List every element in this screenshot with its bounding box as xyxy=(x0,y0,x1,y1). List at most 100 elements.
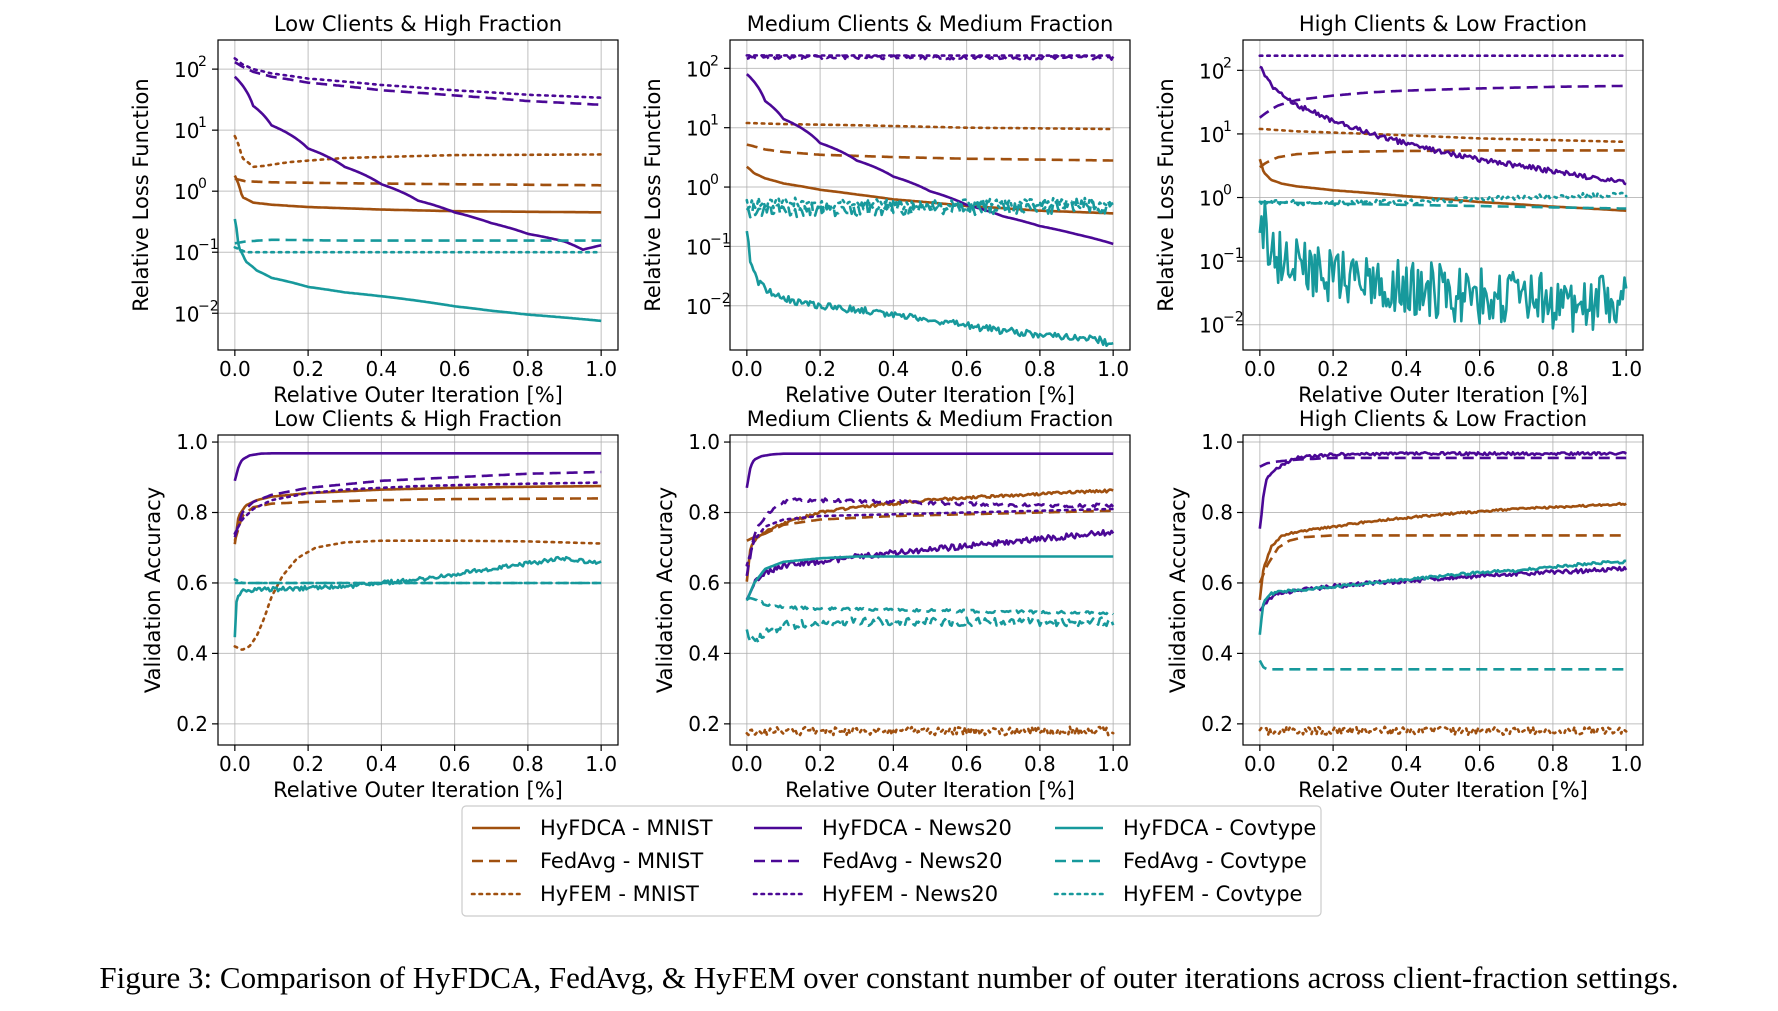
series-line xyxy=(233,218,602,323)
series-line xyxy=(233,484,602,545)
x-tick-label: 0.8 xyxy=(1024,357,1056,381)
y-tick-label: 10−1 xyxy=(174,237,219,265)
x-tick-label: 0.8 xyxy=(1024,752,1056,776)
axes-frame xyxy=(729,434,1131,746)
y-tick-label: 10−1 xyxy=(1199,246,1244,274)
y-tick-exponent: −1 xyxy=(710,231,731,247)
y-tick-base: 10 xyxy=(686,57,711,81)
y-tick-base: 10 xyxy=(686,295,711,319)
axes-frame xyxy=(1242,434,1644,746)
series-line xyxy=(233,578,603,585)
y-tick-exponent: −2 xyxy=(1223,310,1244,326)
x-tick-label: 0.2 xyxy=(1317,357,1349,381)
series-line xyxy=(745,452,1114,489)
series-line xyxy=(745,121,1115,131)
y-tick-label: 100 xyxy=(1199,183,1232,211)
series-line xyxy=(745,529,1115,601)
x-tick-label: 1.0 xyxy=(1610,357,1642,381)
legend-entry: HyFDCA - MNIST xyxy=(472,816,713,840)
x-tick-label: 0.8 xyxy=(1537,752,1569,776)
series-line xyxy=(234,177,602,187)
series-line xyxy=(234,238,602,245)
y-tick-label: 0.8 xyxy=(1201,501,1233,525)
series-line xyxy=(233,452,602,482)
legend-label: HyFDCA - News20 xyxy=(822,816,1012,840)
y-tick-base: 10 xyxy=(1199,250,1224,274)
x-tick-label: 0.8 xyxy=(512,752,544,776)
x-tick-label: 0.0 xyxy=(219,357,251,381)
x-tick-label: 0.4 xyxy=(877,357,909,381)
x-axis-label: Relative Outer Iteration [%] xyxy=(785,383,1075,407)
y-tick-exponent: 0 xyxy=(198,176,207,192)
legend-entry: FedAvg - Covtype xyxy=(1055,849,1307,873)
y-tick-label: 100 xyxy=(686,172,719,200)
series-line xyxy=(746,143,1114,162)
x-tick-label: 0.0 xyxy=(219,752,251,776)
y-tick-label: 0.4 xyxy=(176,641,208,665)
y-tick-label: 10−2 xyxy=(174,298,219,326)
y-tick-exponent: −1 xyxy=(1223,246,1244,262)
y-tick-label: 0.2 xyxy=(176,712,208,736)
x-tick-label: 0.8 xyxy=(1537,357,1569,381)
series-line xyxy=(1258,191,1628,207)
y-tick-label: 0.8 xyxy=(176,501,208,525)
legend-label: HyFDCA - MNIST xyxy=(540,816,713,840)
series-line xyxy=(233,75,602,251)
legend-entry: FedAvg - News20 xyxy=(754,849,1002,873)
x-tick-label: 0.2 xyxy=(804,357,836,381)
y-tick-base: 10 xyxy=(1199,187,1224,211)
y-tick-label: 0.8 xyxy=(688,501,720,525)
y-tick-base: 10 xyxy=(1199,314,1224,338)
x-axis-label: Relative Outer Iteration [%] xyxy=(273,383,563,407)
series-line xyxy=(234,61,602,107)
legend: HyFDCA - MNIST FedAvg - MNIST HyFEM - MNIS… xyxy=(461,805,1322,917)
x-tick-label: 0.2 xyxy=(804,752,836,776)
legend-entry: HyFEM - MNIST xyxy=(470,882,699,906)
chart-panel-4: 0.0 0.2 0.4 0.6 0.8 1.0 0.2 0.4 0.6 0.8 1.0 Low Cli… xyxy=(141,407,619,802)
y-tick-label: 102 xyxy=(686,53,719,81)
y-tick-label: 0.6 xyxy=(1201,571,1233,595)
series-line xyxy=(1258,84,1627,119)
y-tick-base: 10 xyxy=(174,302,199,326)
x-tick-label: 0.2 xyxy=(1317,752,1349,776)
series-line xyxy=(1258,725,1628,737)
legend-label: FedAvg - MNIST xyxy=(540,849,703,873)
legend-label: HyFEM - News20 xyxy=(822,882,998,906)
series-line xyxy=(1258,451,1628,529)
series-line xyxy=(745,196,1115,212)
y-tick-label: 1.0 xyxy=(176,430,208,454)
series-group xyxy=(1258,451,1628,737)
y-tick-exponent: 1 xyxy=(710,113,719,129)
series-line xyxy=(745,725,1115,737)
series-line xyxy=(745,497,1115,577)
x-tick-label: 1.0 xyxy=(585,357,617,381)
y-tick-base: 10 xyxy=(686,176,711,200)
figure-caption: Figure 3: Comparison of HyFDCA, FedAvg, … xyxy=(99,960,1679,995)
y-tick-base: 10 xyxy=(686,235,711,259)
series-line xyxy=(1258,199,1628,333)
x-tick-label: 0.4 xyxy=(1390,752,1422,776)
x-tick-label: 1.0 xyxy=(585,752,617,776)
y-tick-label: 0.6 xyxy=(176,571,208,595)
legend-entry: HyFDCA - Covtype xyxy=(1055,816,1316,840)
legend-frame xyxy=(461,805,1322,917)
y-tick-label: 102 xyxy=(1199,55,1232,83)
legend-label: FedAvg - Covtype xyxy=(1123,849,1307,873)
y-tick-exponent: 1 xyxy=(1223,119,1232,135)
series-line xyxy=(1258,534,1627,584)
series-line xyxy=(745,230,1114,347)
y-axis-label: Relative Loss Function xyxy=(129,78,153,311)
series-line xyxy=(1259,65,1627,186)
y-tick-exponent: 1 xyxy=(198,115,207,131)
y-tick-exponent: 2 xyxy=(198,54,207,70)
y-tick-label: 1.0 xyxy=(1201,430,1233,454)
chart-title: Medium Clients & Medium Fraction xyxy=(747,12,1114,36)
x-tick-label: 0.6 xyxy=(1464,752,1496,776)
y-tick-label: 100 xyxy=(174,176,207,204)
x-tick-label: 1.0 xyxy=(1610,752,1642,776)
series-line xyxy=(233,470,602,538)
series-line xyxy=(1259,456,1627,468)
series-line xyxy=(745,507,1115,567)
y-tick-base: 10 xyxy=(174,58,199,82)
y-tick-exponent: −1 xyxy=(198,237,219,253)
